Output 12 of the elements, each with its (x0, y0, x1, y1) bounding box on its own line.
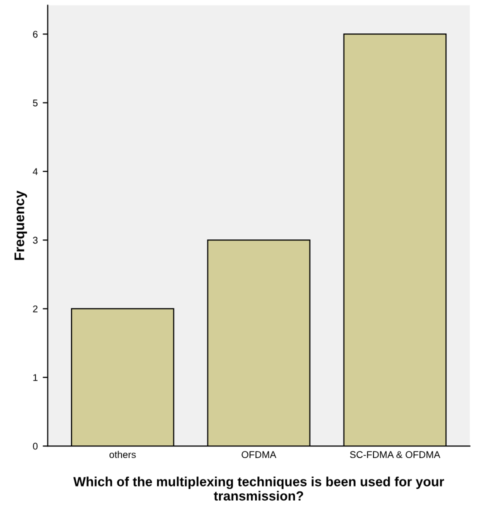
x-tick-label: OFDMA (242, 451, 276, 458)
y-tick-label: 1 (33, 374, 38, 381)
y-tick-label: 4 (32, 168, 38, 175)
x-tick-label: others (109, 450, 136, 458)
y-tick-label: 0 (32, 442, 38, 450)
x-tick-label: SC-FDMA & OFDMA (350, 451, 440, 458)
y-tick-label: 3 (32, 236, 38, 244)
y-tick-label: 6 (33, 30, 38, 38)
y-tick-label: 2 (33, 305, 38, 312)
y-axis-title: Frequency (14, 190, 28, 260)
x-axis-title: Which of the multiplexing techniques is been used for your transmission? (73, 476, 444, 501)
y-tick-label: 5 (32, 100, 38, 106)
